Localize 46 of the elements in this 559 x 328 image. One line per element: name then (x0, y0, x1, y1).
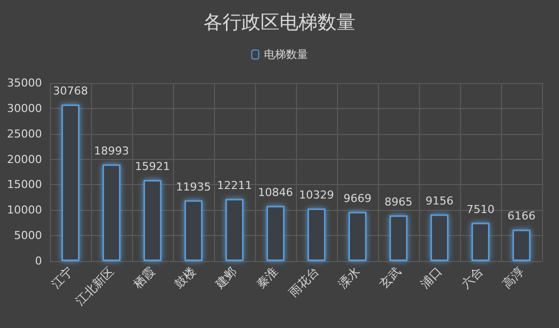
bar (184, 200, 202, 261)
y-tick-label: 30000 (7, 102, 42, 115)
x-tick-label: 鼓楼 (172, 264, 198, 291)
bar (144, 180, 162, 261)
x-tick-label: 溧水 (336, 264, 362, 291)
data-label: 12211 (217, 178, 252, 192)
x-tick-label: 栖霞 (130, 264, 158, 292)
bar (308, 208, 326, 261)
bar (62, 104, 80, 261)
data-label: 9669 (344, 192, 372, 205)
data-label: 15921 (135, 160, 170, 174)
x-tick-label: 玄武 (376, 264, 404, 291)
data-label: 9156 (426, 194, 454, 208)
y-tick-label: 25000 (7, 127, 42, 140)
chart-title: 各行政区电梯数量 (204, 12, 356, 34)
y-tick-label: 10000 (7, 204, 42, 217)
bar (226, 198, 244, 261)
bar (348, 212, 366, 261)
x-tick-label: 建邺 (212, 264, 240, 292)
data-label: 7510 (466, 202, 494, 216)
y-tick-label: 20000 (7, 152, 42, 166)
y-tick-label: 0 (35, 254, 42, 268)
bar (102, 164, 120, 261)
y-tick-label: 15000 (7, 178, 42, 192)
bar (472, 222, 490, 261)
data-label: 6166 (508, 210, 536, 223)
legend-label: 电梯数量 (264, 48, 308, 61)
data-label: 8965 (384, 195, 412, 208)
bar (512, 230, 530, 261)
data-label: 11935 (176, 180, 211, 194)
data-label: 30768 (53, 84, 88, 98)
x-tick-label: 江北新区 (72, 264, 116, 308)
x-tick-label: 六合 (458, 264, 486, 291)
data-label: 10329 (299, 188, 334, 202)
x-tick-label: 秦淮 (254, 264, 280, 291)
x-tick-label: 高淳 (500, 264, 526, 291)
data-label: 10846 (258, 186, 293, 199)
y-tick-label: 35000 (7, 76, 42, 90)
x-tick-label: 浦口 (418, 264, 444, 291)
x-tick-label: 雨花台 (286, 264, 322, 300)
y-tick-label: 5000 (14, 229, 42, 242)
bar (266, 206, 284, 261)
bar (390, 215, 408, 261)
bar (430, 214, 448, 261)
data-label: 18993 (94, 144, 129, 158)
x-tick-label: 江宁 (48, 264, 76, 291)
